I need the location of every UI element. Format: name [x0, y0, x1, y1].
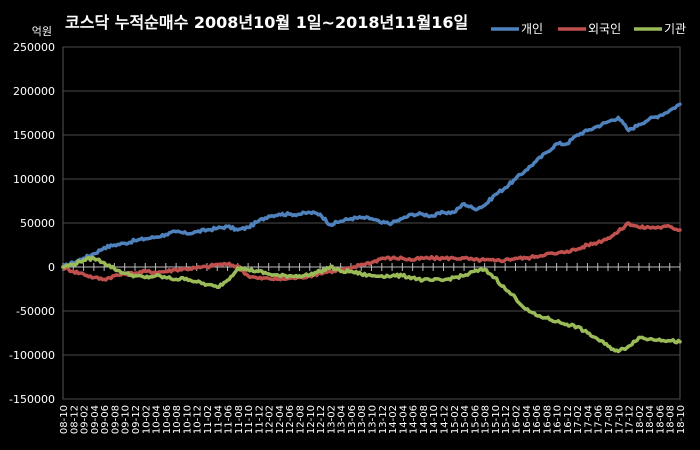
y-tick-label: 100000: [13, 173, 55, 186]
y-tick-label: 200000: [13, 85, 55, 98]
y-tick-label: 150000: [13, 129, 55, 142]
x-tick-label: 18-08: [666, 405, 677, 434]
x-tick-label: 12-02: [265, 405, 276, 434]
x-tick-label: 12-12: [316, 405, 327, 434]
series-line-3: [61, 255, 682, 354]
x-tick-label: 11-10: [244, 405, 255, 434]
x-tick-label: 17-12: [625, 405, 636, 434]
x-tick-label: 13-10: [368, 405, 379, 434]
chart-title: 코스닥 누적순매수 2008년10월 1일~2018년11월16일: [65, 13, 468, 32]
x-tick-label: 13-02: [326, 405, 337, 434]
legend-label-3: 기관: [664, 22, 686, 36]
x-tick-label: 17-04: [583, 405, 594, 434]
x-tick-label: 12-06: [285, 405, 296, 434]
x-tick-label: 14-08: [419, 405, 430, 434]
x-tick-label: 15-04: [460, 405, 471, 434]
x-tick-label: 16-08: [542, 405, 553, 434]
x-tick-label: 09-02: [80, 405, 91, 434]
x-tick-label: 13-04: [337, 405, 348, 434]
x-tick-label: 12-08: [296, 405, 307, 434]
x-tick-label: 11-04: [213, 405, 224, 434]
x-tick-label: 10-12: [193, 405, 204, 434]
x-tick-label: 16-04: [522, 405, 533, 434]
series-line-1: [61, 102, 682, 269]
y-tick-label: -100000: [9, 349, 55, 362]
x-tick-label: 18-04: [645, 405, 656, 434]
y-tick-label: -50000: [16, 305, 55, 318]
x-tick-label: 16-02: [511, 405, 522, 434]
x-tick-label: 18-02: [635, 405, 646, 434]
x-axis: 08-10 08-12 09-02 09-04 09-06 09-08 09-10 09-12…: [59, 263, 687, 434]
x-tick-label: 12-04: [275, 405, 286, 434]
x-tick-label: 16-12: [563, 405, 574, 434]
x-tick-label: 09-10: [121, 405, 132, 434]
y-axis-unit-label: 억원: [32, 25, 52, 38]
y-axis: -150000 -100000 -50000 0 50000 100000 150000 20…: [9, 41, 55, 406]
x-tick-label: 09-12: [131, 405, 142, 434]
x-tick-label: 17-08: [604, 405, 615, 434]
x-tick-label: 17-02: [573, 405, 584, 434]
x-tick-label: 10-04: [152, 405, 163, 434]
legend-label-2: 외국인: [588, 22, 621, 36]
x-tick-label: 11-08: [234, 405, 245, 434]
y-tick-label: -150000: [9, 393, 55, 406]
x-tick-label: 12-10: [306, 405, 317, 434]
x-tick-label: 11-12: [254, 405, 265, 434]
x-tick-label: 14-12: [439, 405, 450, 434]
x-tick-label: 11-06: [224, 405, 235, 434]
y-tick-label: 50000: [20, 217, 55, 230]
x-tick-label: 11-02: [203, 405, 214, 434]
x-tick-label: 08-10: [59, 405, 70, 434]
x-tick-label: 09-08: [110, 405, 121, 434]
x-tick-label: 10-10: [182, 405, 193, 434]
x-tick-label: 17-10: [614, 405, 625, 434]
y-tick-label: 250000: [13, 41, 55, 54]
x-tick-label: 15-08: [481, 405, 492, 434]
series-line-2: [61, 221, 682, 282]
x-tick-label: 09-04: [90, 405, 101, 434]
legend: 개인 외국인 기관: [491, 22, 686, 36]
series-lines: [61, 102, 682, 354]
x-tick-label: 13-06: [347, 405, 358, 434]
x-tick-label: 09-06: [100, 405, 111, 434]
x-tick-label: 18-06: [655, 405, 666, 434]
x-tick-label: 13-08: [357, 405, 368, 434]
x-tick-label: 14-06: [409, 405, 420, 434]
x-tick-label: 18-10: [676, 405, 687, 434]
x-tick-label: 16-10: [553, 405, 564, 434]
x-tick-label: 15-06: [470, 405, 481, 434]
x-tick-label: 15-10: [491, 405, 502, 434]
x-tick-label: 14-02: [388, 405, 399, 434]
legend-label-1: 개인: [521, 22, 543, 36]
x-tick-label: 16-06: [532, 405, 543, 434]
x-tick-label: 14-10: [429, 405, 440, 434]
x-tick-label: 14-04: [398, 405, 409, 434]
x-tick-label: 10-02: [141, 405, 152, 434]
x-tick-label: 17-06: [594, 405, 605, 434]
y-tick-label: 0: [48, 261, 55, 274]
x-tick-label: 13-12: [378, 405, 389, 434]
x-tick-label: 08-12: [69, 405, 80, 434]
x-tick-label: 10-06: [162, 405, 173, 434]
x-tick-label: 15-12: [501, 405, 512, 434]
x-tick-label: 15-02: [450, 405, 461, 434]
x-tick-label: 10-08: [172, 405, 183, 434]
